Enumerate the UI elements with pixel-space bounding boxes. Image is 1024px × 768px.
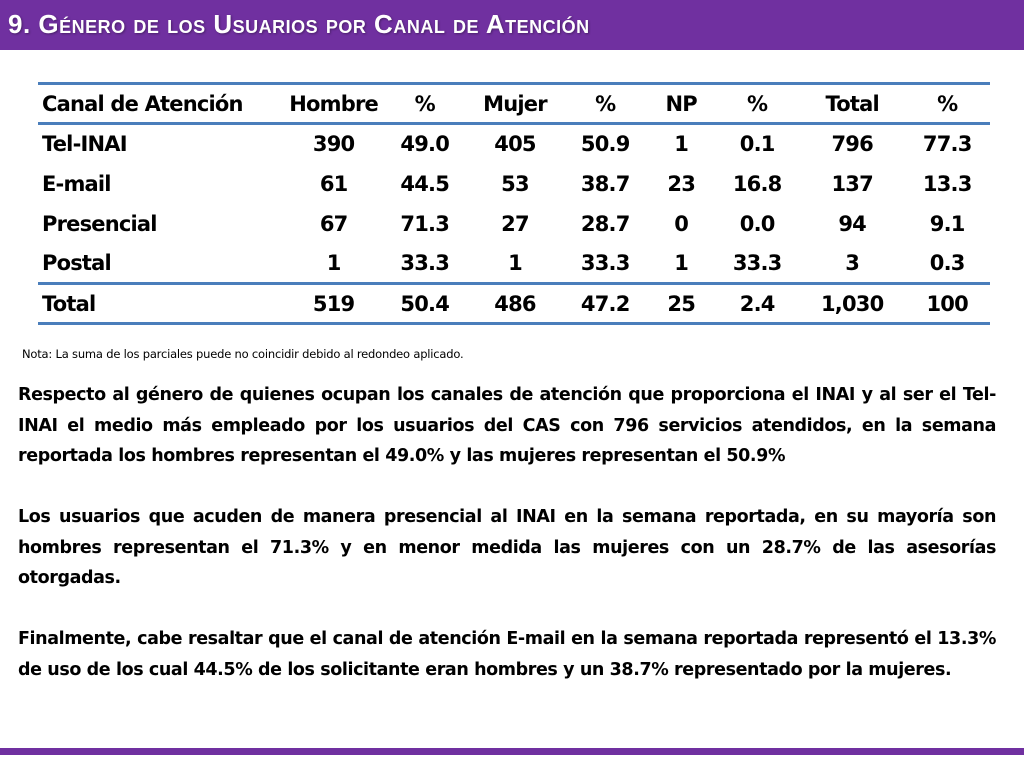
table-footnote: Nota: La suma de los parciales puede no … bbox=[22, 347, 464, 361]
paragraph: Respecto al género de quienes ocupan los… bbox=[18, 385, 996, 466]
header-cell: % bbox=[562, 82, 648, 125]
table-cell: Postal bbox=[42, 250, 112, 275]
table-cell: 71.3 bbox=[400, 211, 450, 236]
body-text: Respecto al género de quienes ocupan los… bbox=[18, 380, 996, 685]
gender-by-channel-table: Canal de Atención Hombre % Mujer % NP % … bbox=[38, 82, 990, 325]
table-cell: 1 bbox=[326, 250, 342, 275]
table-cell: 0.3 bbox=[929, 250, 966, 275]
slide-title: 9. Género de los Usuarios por Canal de A… bbox=[8, 9, 590, 39]
header-cell: Hombre bbox=[285, 82, 382, 125]
table-cell: 1 bbox=[674, 250, 689, 275]
table-cell: 49.0 bbox=[400, 132, 450, 157]
total-cell: 50.4 bbox=[381, 282, 468, 325]
table-row: E-mail 61 44.5 53 38.7 23 16.8 137 13.3 bbox=[38, 164, 990, 204]
table-cell: 33.3 bbox=[732, 250, 782, 275]
table-cell: 77.3 bbox=[922, 132, 972, 157]
table-cell: 9.1 bbox=[929, 211, 966, 236]
header-cell: Canal de Atención bbox=[38, 82, 286, 125]
table-cell: 53 bbox=[501, 171, 529, 196]
table-cell: 0.1 bbox=[739, 132, 776, 157]
table-cell: 28.7 bbox=[580, 211, 630, 236]
table-cell: 94 bbox=[838, 211, 866, 236]
table-cell: E-mail bbox=[42, 171, 112, 196]
table-cell: 67 bbox=[319, 211, 348, 236]
table-cell: 27 bbox=[501, 211, 529, 236]
table-cell: 61 bbox=[319, 171, 348, 196]
table-cell: 405 bbox=[494, 132, 536, 157]
table-container: Canal de Atención Hombre % Mujer % NP % … bbox=[38, 82, 990, 325]
table-cell: 50.9 bbox=[580, 132, 630, 157]
header-cell: Mujer bbox=[467, 82, 563, 125]
paragraph: Los usuarios que acuden de manera presen… bbox=[18, 507, 996, 588]
table-cell: 23 bbox=[667, 171, 696, 196]
total-cell: 1,030 bbox=[799, 282, 905, 325]
title-bar: 9. Género de los Usuarios por Canal de A… bbox=[0, 0, 1024, 50]
header-cell: % bbox=[714, 82, 800, 125]
table-cell: 1 bbox=[508, 250, 523, 275]
total-cell: 25 bbox=[647, 282, 715, 325]
bottom-bar bbox=[0, 748, 1024, 755]
table-cell: 3 bbox=[845, 250, 860, 275]
table-cell: Tel-INAI bbox=[42, 132, 128, 157]
table-cell: 0 bbox=[674, 211, 689, 236]
total-cell: 519 bbox=[285, 282, 382, 325]
table-cell: 33.3 bbox=[580, 250, 630, 275]
table-cell: 1 bbox=[674, 132, 689, 157]
table-cell: 33.3 bbox=[400, 250, 450, 275]
table-row: Postal 1 33.3 1 33.3 1 33.3 3 0.3 bbox=[38, 244, 990, 284]
total-cell: 47.2 bbox=[562, 282, 648, 325]
header-cell: % bbox=[904, 82, 990, 125]
total-cell: 2.4 bbox=[714, 282, 800, 325]
total-cell: 100 bbox=[904, 282, 990, 325]
table-cell: 16.8 bbox=[732, 171, 782, 196]
header-cell: NP bbox=[647, 82, 715, 125]
table-cell: 13.3 bbox=[922, 171, 972, 196]
table-cell: 796 bbox=[831, 132, 873, 157]
table-cell: 44.5 bbox=[400, 171, 450, 196]
header-cell: % bbox=[381, 82, 468, 125]
paragraph: Finalmente, cabe resaltar que el canal d… bbox=[18, 629, 996, 680]
header-cell: Total bbox=[799, 82, 905, 125]
table-total-row: Total 519 50.4 486 47.2 25 2.4 1,030 100 bbox=[38, 282, 990, 325]
table-cell: 137 bbox=[831, 171, 873, 196]
table-cell: 0.0 bbox=[739, 211, 776, 236]
total-cell: Total bbox=[38, 282, 286, 325]
table-cell: 390 bbox=[312, 132, 355, 157]
table-cell: Presencial bbox=[42, 211, 158, 236]
total-cell: 486 bbox=[467, 282, 563, 325]
table-row: Presencial 67 71.3 27 28.7 0 0.0 94 9.1 bbox=[38, 204, 990, 244]
table-cell: 38.7 bbox=[580, 171, 630, 196]
table-row: Tel-INAI 390 49.0 405 50.9 1 0.1 796 77.… bbox=[38, 124, 990, 164]
table-header-row: Canal de Atención Hombre % Mujer % NP % … bbox=[38, 82, 990, 125]
